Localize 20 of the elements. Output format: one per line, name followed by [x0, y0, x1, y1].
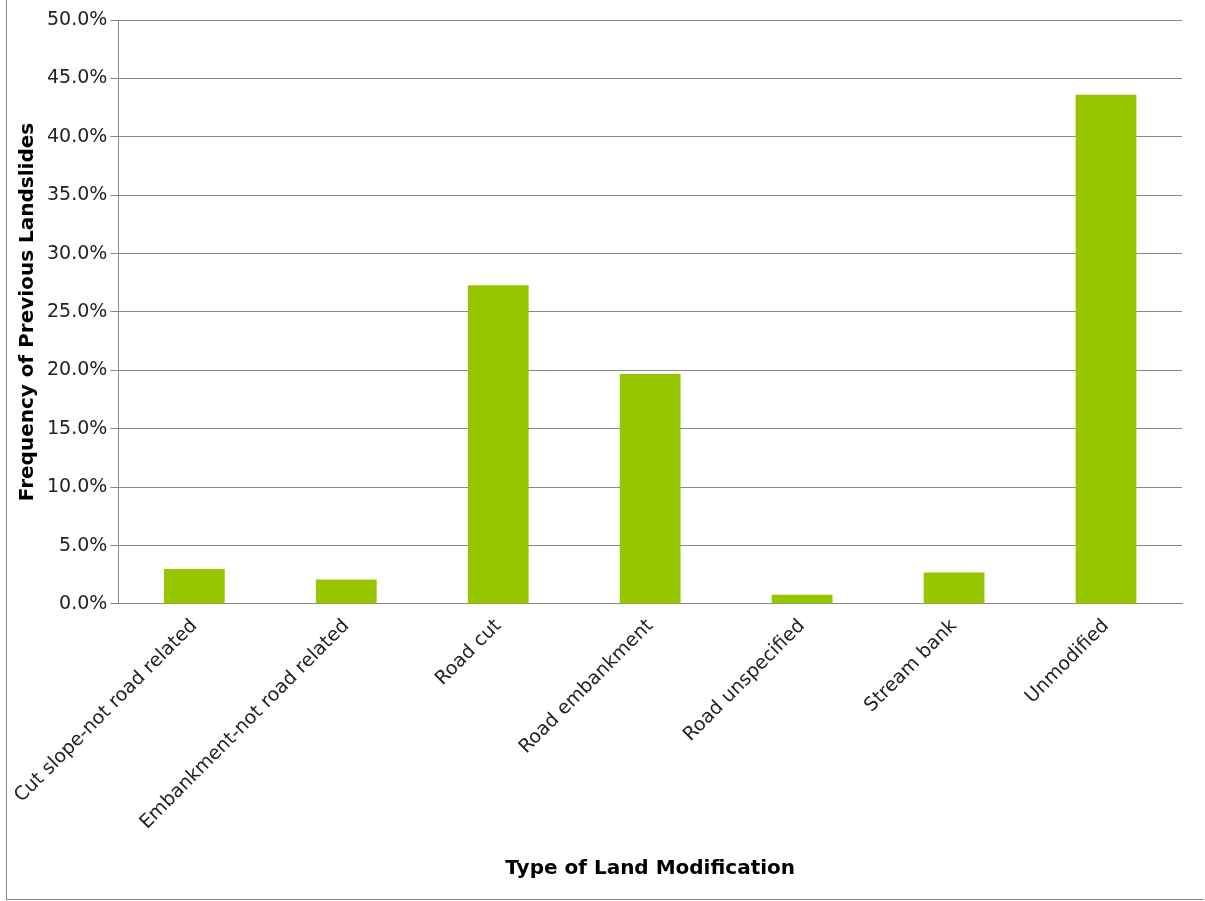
bar — [619, 373, 681, 604]
y-tick-label: 10.0% — [47, 474, 108, 497]
bar — [467, 285, 529, 604]
x-axis-title: Type of Land Modification — [505, 855, 796, 880]
y-tick-label: 45.0% — [47, 65, 108, 88]
y-axis-title: Frequency of Previous Landslides — [14, 122, 39, 502]
bar — [315, 579, 377, 604]
y-tick-label: 25.0% — [47, 298, 108, 321]
y-tick-label: 35.0% — [47, 182, 108, 205]
y-tick-label: 50.0% — [47, 6, 108, 29]
bar — [163, 568, 225, 604]
bar — [1075, 94, 1137, 604]
bar — [771, 594, 833, 604]
y-tick-label: 15.0% — [47, 415, 108, 438]
y-tick-label: 30.0% — [47, 240, 108, 263]
y-tick-label: 0.0% — [59, 590, 108, 613]
y-tick-label: 40.0% — [47, 123, 108, 146]
y-tick-label: 20.0% — [47, 357, 108, 380]
bar — [923, 572, 985, 604]
y-tick-label: 5.0% — [59, 532, 108, 555]
